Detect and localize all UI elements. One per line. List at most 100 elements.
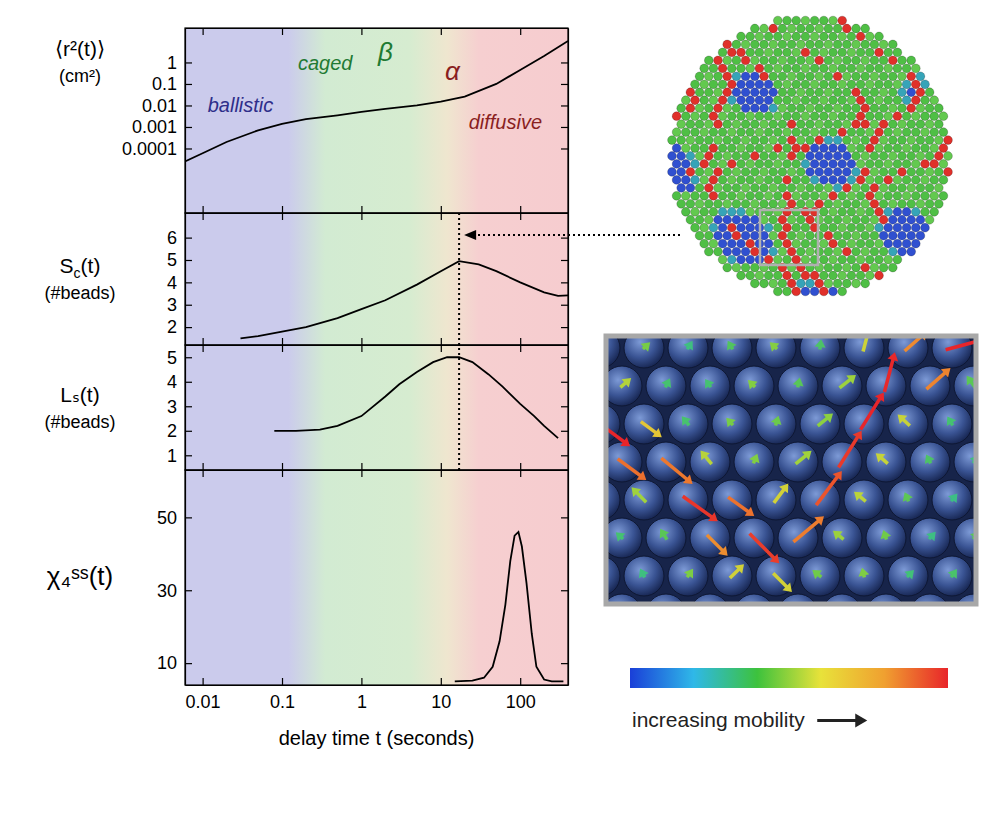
tick-label: 6 [167,228,177,248]
bead [769,183,778,192]
plot-area [185,41,568,161]
tick [361,206,362,213]
bead [769,136,778,145]
bead [930,207,939,216]
bead [819,191,828,200]
bead [700,128,709,137]
bead [819,176,828,185]
bead [939,191,948,200]
bead [856,144,865,153]
bead [815,56,824,65]
bead [870,168,879,177]
bead [695,136,704,145]
bead [691,128,700,137]
mobility-arrow-head [888,352,899,361]
bead [741,56,750,65]
bead [723,72,732,81]
bead [810,96,819,105]
bead [787,168,796,177]
bead [829,80,838,89]
bead [737,191,746,200]
bead [810,287,819,296]
arrow-bead [690,518,730,558]
bead [709,80,718,89]
bead [773,191,782,200]
bead [672,112,681,121]
mobility-arrow-head [770,342,780,351]
bead [778,88,787,97]
tick: 3 [167,397,192,417]
bead [921,96,930,105]
bead [741,183,750,192]
bead [691,144,700,153]
bead [691,176,700,185]
bead [792,160,801,169]
bead [668,152,677,161]
tick-mark [520,28,521,35]
bead [760,152,769,161]
arrow-bead [756,404,796,444]
bead [727,64,736,73]
bead [760,136,769,145]
bead [888,247,897,256]
tick-mark [441,463,442,470]
bead [870,136,879,145]
bead [760,168,769,177]
bead [773,271,782,280]
tick: 10 [431,678,451,712]
tick-mark [203,463,204,470]
bead [870,231,879,240]
bead [884,223,893,232]
bead [714,72,723,81]
arrow-bead [910,366,950,406]
tick [441,463,442,470]
bead [939,176,948,185]
bead [893,223,902,232]
bead [875,128,884,137]
arrow-bead [668,404,708,444]
bead [704,168,713,177]
bead [778,104,787,113]
bead [783,176,792,185]
bead [833,263,842,272]
axis-title: ⟨r²(t)⟩ [55,37,105,60]
bead [750,279,759,288]
tick-mark [520,470,521,477]
bead [704,72,713,81]
bead [796,199,805,208]
mobility-arrow-head [652,428,662,437]
bead [898,152,907,161]
bead [681,207,690,216]
tick-mark [282,28,283,35]
bead [677,199,686,208]
bead [778,40,787,49]
bead [911,64,920,73]
tick [361,338,362,345]
tick [561,517,568,518]
bead [737,128,746,137]
bead [842,56,851,65]
tick-mark [561,305,568,306]
bead [902,176,911,185]
tick [203,345,204,352]
bead [792,128,801,137]
bead [833,136,842,145]
x-axis [186,206,569,214]
tick: 100 [506,678,536,712]
bead [778,247,787,256]
bead [746,32,755,41]
bead [672,176,681,185]
bead [714,215,723,224]
bead [884,176,893,185]
bead [888,183,897,192]
tick-mark [561,431,568,432]
bead [852,136,861,145]
bead [769,231,778,240]
bead [838,96,847,105]
tick-mark [561,517,568,518]
tick-mark [185,84,192,85]
tick [561,148,568,149]
bead [695,152,704,161]
bead [686,199,695,208]
mobility-arrow-head [948,493,957,503]
